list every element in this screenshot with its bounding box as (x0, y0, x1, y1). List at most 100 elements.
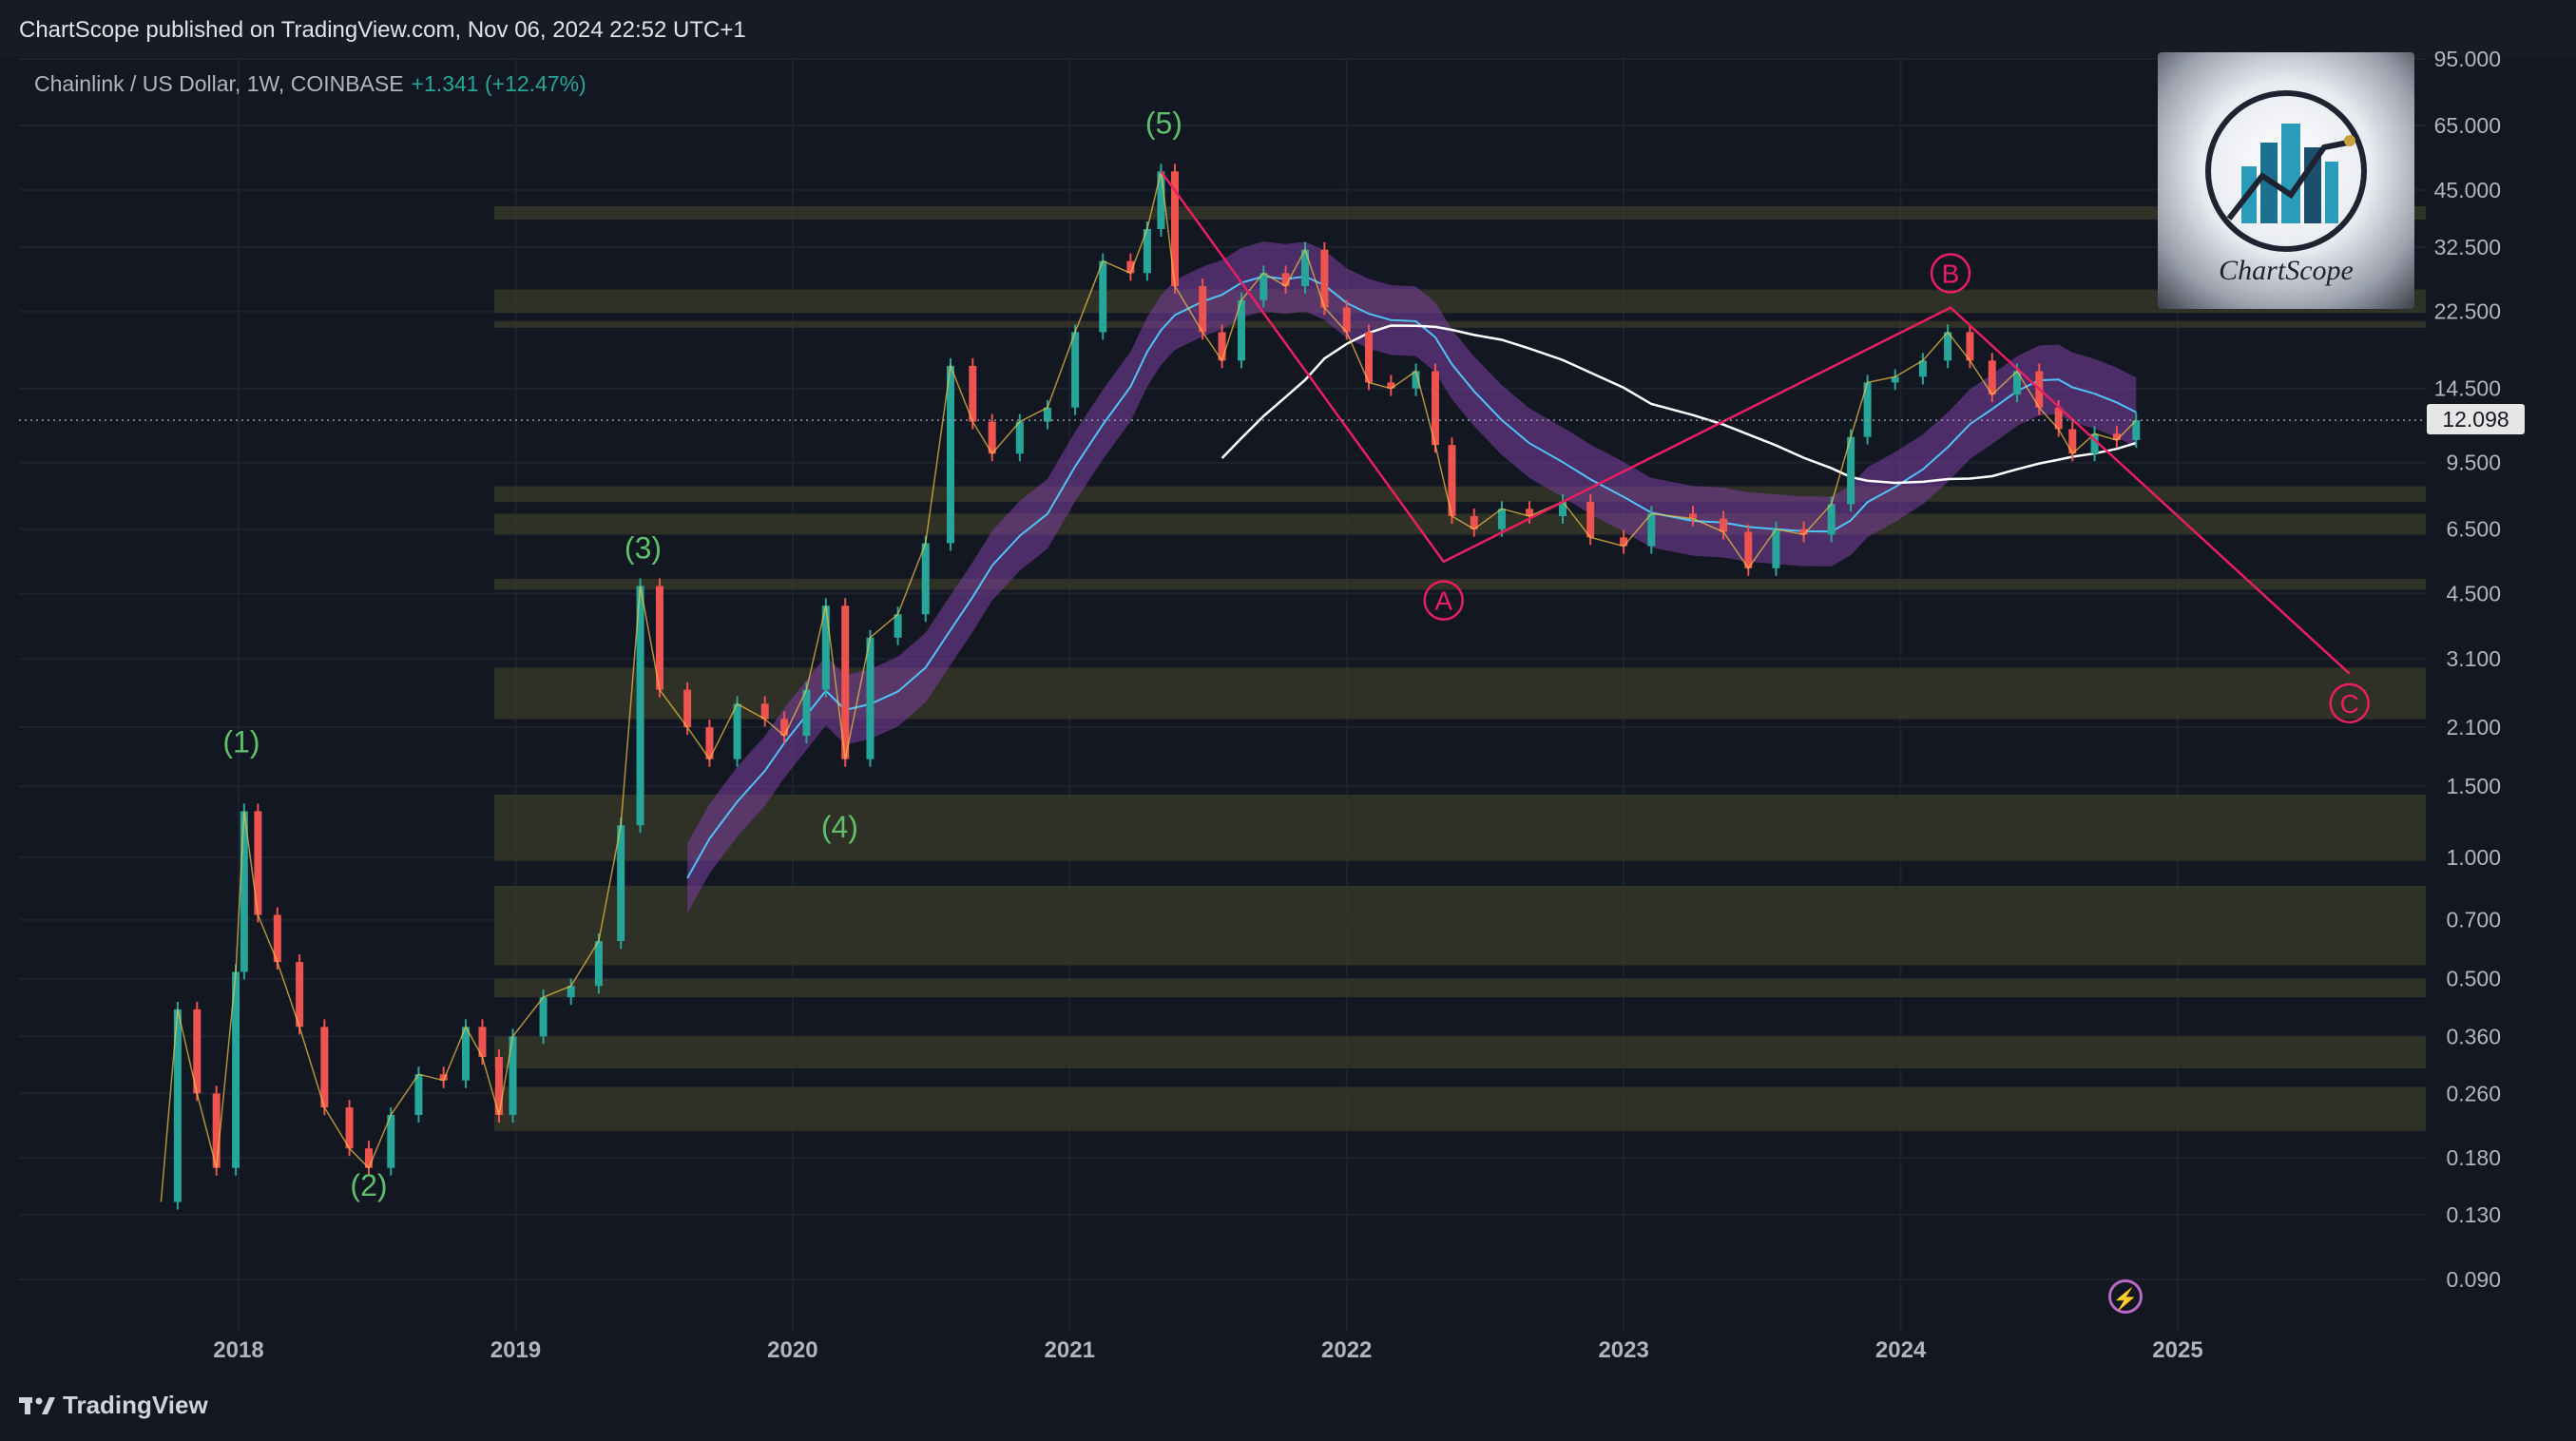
support-resistance-zone (494, 320, 2426, 328)
candle-body (1171, 171, 1180, 286)
price-change: +1.341 (+12.47%) (411, 71, 586, 96)
x-tick-label: 2022 (1321, 1337, 1372, 1363)
support-resistance-zone (494, 1086, 2426, 1131)
support-resistance-zone (494, 486, 2426, 502)
candle-body (193, 1009, 202, 1094)
wave-label: A (1434, 586, 1452, 616)
publisher-text: ChartScope published on TradingView.com,… (19, 17, 746, 43)
symbol-legend[interactable]: Chainlink / US Dollar, 1W, COINBASE +1.34… (34, 71, 586, 97)
candle-body (1586, 501, 1595, 538)
y-tick-label: 1.500 (2446, 774, 2501, 798)
candle-body (494, 1057, 503, 1115)
support-resistance-zone (494, 885, 2426, 966)
candle-body (273, 914, 281, 963)
candle-body (364, 1148, 373, 1168)
candle-body (821, 605, 830, 690)
chartscope-logo: ChartScope (2158, 52, 2414, 309)
lightning-icon[interactable]: ⚡ (2108, 1279, 2143, 1314)
x-tick-label: 2020 (767, 1337, 817, 1363)
candle-body (2112, 433, 2121, 441)
candle-body (841, 605, 850, 759)
wave-label: (5) (1145, 106, 1182, 141)
candle-body (1470, 515, 1478, 529)
publisher-bar: ChartScope published on TradingView.com,… (0, 0, 2576, 57)
candle-body (1199, 285, 1207, 333)
support-resistance-zone (494, 794, 2426, 861)
candle-body (594, 941, 603, 987)
y-tick-label: 14.500 (2434, 376, 2501, 401)
candle-body (1259, 273, 1268, 300)
candle-body (387, 1114, 395, 1168)
x-tick-label: 2024 (1875, 1337, 1927, 1363)
candle-body (240, 811, 248, 972)
candle-body (1387, 382, 1395, 389)
candle-body (1320, 249, 1329, 308)
candle-body (780, 719, 789, 737)
y-tick-label: 45.000 (2434, 178, 2501, 202)
tradingview-logo[interactable]: TradingView (19, 1391, 208, 1420)
support-resistance-zone (494, 205, 2426, 220)
candle-body (733, 703, 741, 759)
wave-label: B (1942, 259, 1960, 288)
candle-body (539, 997, 548, 1037)
logo-graphic (2205, 90, 2367, 252)
candle-body (1365, 332, 1374, 383)
candle-body (1281, 273, 1290, 286)
abc-correction-line (1160, 170, 2351, 675)
candle-body (655, 586, 663, 690)
candle-body (1431, 371, 1439, 446)
ma-ribbon (687, 240, 2137, 913)
wave-label-circle (2329, 682, 2370, 724)
candle-body (617, 825, 625, 942)
x-tick-label: 2018 (213, 1337, 263, 1363)
y-tick-label: 95.000 (2434, 47, 2501, 71)
y-tick-label: 0.180 (2446, 1145, 2501, 1170)
y-tick-label: 32.500 (2434, 235, 2501, 259)
candle-body (1847, 436, 1855, 505)
candle-body (439, 1074, 448, 1081)
candle-body (1412, 371, 1420, 389)
wave-label-circle (1423, 580, 1464, 621)
candle-body (1988, 360, 1996, 395)
wave-label: (4) (821, 810, 858, 844)
ma-line-blue (686, 275, 2137, 879)
y-tick-label: 22.500 (2434, 299, 2501, 324)
candle-body (1043, 407, 1051, 422)
wave-label-circle (1930, 253, 1971, 294)
y-tick-label: 6.500 (2446, 517, 2501, 542)
wave-label: C (2340, 689, 2359, 719)
price-axis-bg (2426, 57, 2576, 1374)
candle-body (478, 1027, 487, 1058)
y-tick-label: 65.000 (2434, 113, 2501, 138)
candle-body (760, 703, 769, 720)
support-resistance-zone (494, 978, 2426, 998)
candle-body (705, 727, 714, 759)
candle-body (1301, 249, 1309, 286)
candle-body (1944, 332, 1952, 361)
y-tick-label: 2.100 (2446, 715, 2501, 740)
candle-body (946, 365, 954, 544)
y-tick-label: 0.360 (2446, 1024, 2501, 1048)
candle-body (1448, 445, 1456, 516)
support-resistance-zone (494, 289, 2426, 314)
candle-body (173, 1009, 182, 1202)
candle-body (414, 1074, 423, 1115)
wave-label: (3) (625, 530, 662, 565)
support-resistance-zone (494, 1036, 2426, 1068)
candle-body (567, 986, 575, 998)
candle-body (1497, 509, 1506, 529)
candle-body (1918, 360, 1927, 377)
candle-body (1157, 171, 1165, 229)
x-tick-label: 2019 (490, 1337, 541, 1363)
candle-body (921, 543, 930, 615)
candle-body (1099, 260, 1107, 333)
y-tick-label: 0.260 (2446, 1081, 2501, 1105)
candle-body (2090, 433, 2099, 454)
y-tick-label: 9.500 (2446, 451, 2501, 475)
y-tick-label: 4.500 (2446, 581, 2501, 605)
candle-body (1237, 299, 1245, 361)
tv-logo-icon (19, 1396, 55, 1414)
candle-body (509, 1036, 517, 1115)
candle-body (296, 962, 304, 1028)
